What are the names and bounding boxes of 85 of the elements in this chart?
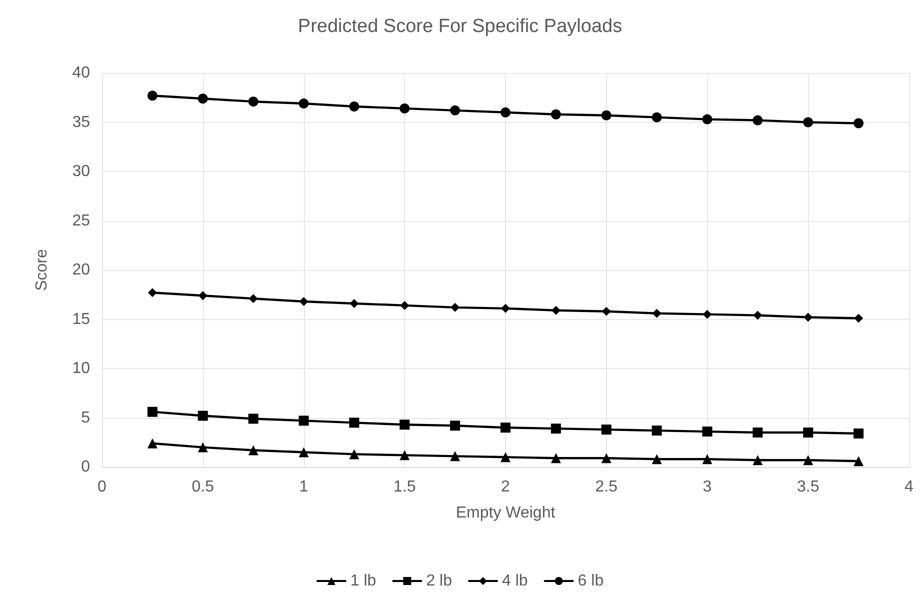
y-tick-label: 30 <box>72 163 90 180</box>
x-tick-label: 0 <box>98 478 107 496</box>
y-tick-label: 15 <box>72 310 90 328</box>
point <box>803 455 814 466</box>
point <box>702 454 712 464</box>
point <box>854 314 864 323</box>
point <box>450 420 460 431</box>
point <box>803 428 814 438</box>
point <box>298 98 309 109</box>
point <box>803 117 814 128</box>
point <box>198 442 208 452</box>
point <box>601 110 612 120</box>
point <box>400 103 410 114</box>
point <box>298 447 309 458</box>
point <box>147 90 158 101</box>
point <box>500 107 510 118</box>
point <box>299 297 308 306</box>
x-tick-label: 1 <box>299 478 308 496</box>
point <box>147 438 158 448</box>
legend-label: 4 lb <box>502 572 528 590</box>
point <box>349 418 360 428</box>
point <box>753 310 762 320</box>
point <box>400 420 410 430</box>
point <box>198 291 208 300</box>
legend-label: 1 lb <box>350 572 376 590</box>
point <box>248 96 258 107</box>
point <box>248 445 258 456</box>
y-axis-title: Score <box>34 249 50 291</box>
legend-label: 6 lb <box>578 572 604 590</box>
point <box>147 406 158 417</box>
legend-label: 2 lb <box>426 572 452 590</box>
point <box>349 101 360 112</box>
point <box>550 109 561 120</box>
point <box>550 424 561 434</box>
point <box>652 454 662 464</box>
x-tick-label: 4 <box>904 478 914 496</box>
y-tick-label: 0 <box>81 458 90 476</box>
point <box>702 114 712 124</box>
y-tick-label: 35 <box>72 114 90 131</box>
x-tick-label: 2 <box>501 478 510 496</box>
y-tick-label: 5 <box>81 409 90 426</box>
point <box>601 453 612 464</box>
point <box>550 453 561 464</box>
chart-title: Predicted Score For Specific Payloads <box>298 16 622 37</box>
point <box>804 312 813 322</box>
point <box>450 302 460 312</box>
point <box>248 414 258 424</box>
x-tick-label: 2.5 <box>595 478 618 496</box>
point <box>400 300 410 310</box>
point <box>501 304 510 313</box>
point <box>702 310 712 319</box>
point <box>500 452 510 462</box>
point <box>298 416 309 426</box>
point <box>752 428 763 438</box>
x-tick-label: 3 <box>702 478 712 496</box>
point <box>400 450 410 460</box>
point <box>601 424 612 435</box>
point <box>148 288 157 298</box>
point <box>652 426 662 436</box>
point <box>702 426 712 437</box>
x-tick-label: 1.5 <box>394 478 416 496</box>
y-tick-label: 20 <box>72 262 90 278</box>
y-tick-label: 25 <box>72 212 90 230</box>
point <box>198 410 208 421</box>
point <box>652 112 662 122</box>
point <box>752 455 763 466</box>
x-tick-label: 3.5 <box>797 478 820 496</box>
point <box>854 118 864 128</box>
point <box>450 105 460 116</box>
x-tick-label: 0.5 <box>192 478 214 496</box>
point <box>350 298 359 308</box>
point <box>349 449 360 460</box>
point <box>551 306 560 315</box>
y-tick-label: 10 <box>72 360 90 377</box>
y-tick-label: 40 <box>72 64 90 82</box>
point <box>450 451 460 462</box>
point <box>602 306 611 316</box>
point <box>652 308 662 318</box>
point <box>248 294 258 304</box>
point <box>854 456 864 466</box>
x-axis-title: Empty Weight <box>456 504 556 522</box>
point <box>752 115 763 126</box>
point <box>198 94 208 104</box>
point <box>500 422 510 433</box>
point <box>854 428 864 439</box>
